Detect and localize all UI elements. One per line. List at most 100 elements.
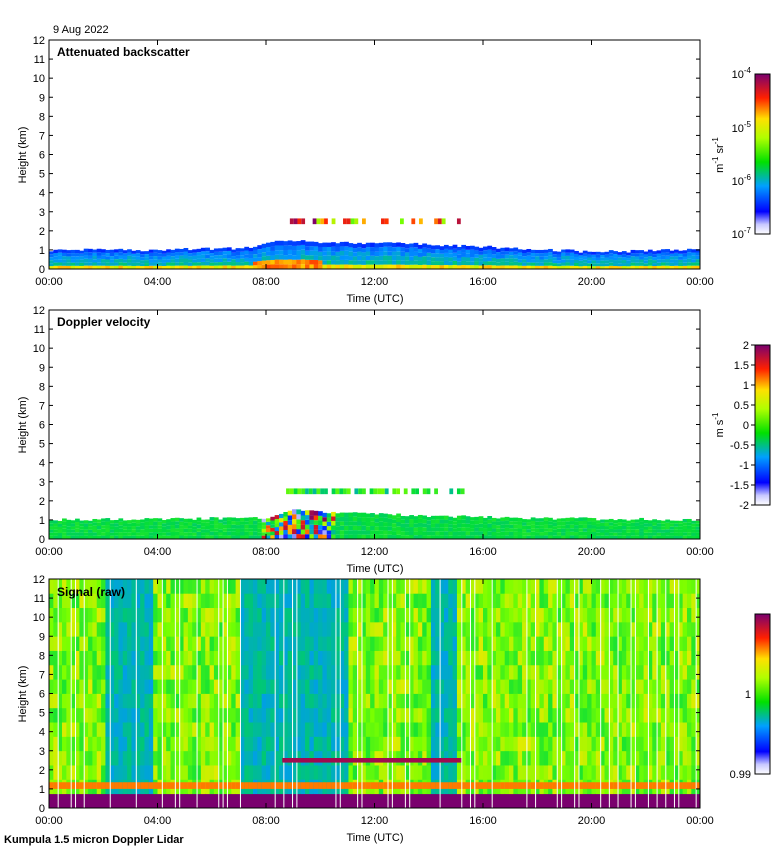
heatmap-cell [682, 265, 688, 269]
heatmap-cell [587, 254, 592, 258]
heatmap-cell [400, 251, 406, 256]
heatmap-cell [400, 765, 406, 780]
heatmap-cell [370, 679, 375, 694]
heatmap-cell [695, 621, 701, 637]
heatmap-cell [404, 707, 410, 723]
heatmap-cell [122, 265, 128, 269]
heatmap-cell [417, 252, 423, 257]
heatmap-cell [513, 524, 519, 529]
heatmap-cell [569, 517, 575, 522]
heatmap-cell [539, 253, 545, 257]
heatmap-cell [448, 520, 454, 525]
heatmap-cell [474, 793, 480, 809]
heatmap-cell [270, 264, 276, 269]
heatmap-cell [491, 524, 497, 529]
heatmap-cell [574, 650, 579, 666]
heatmap-cell [491, 664, 497, 680]
heatmap-cell [140, 765, 145, 780]
heatmap-cell [591, 260, 597, 264]
heatmap-cell [686, 707, 692, 723]
heatmap-cell [88, 252, 93, 256]
heatmap-cell [417, 534, 423, 539]
heatmap-cell [274, 707, 280, 723]
heatmap-cell [331, 793, 336, 809]
heatmap-cell [144, 593, 150, 609]
heatmap-cell [57, 621, 63, 637]
heatmap-cell [365, 679, 371, 694]
heatmap-cells [49, 488, 701, 539]
heatmap-cell [465, 707, 471, 723]
heatmap-cell [626, 750, 631, 766]
heatmap-cell [361, 693, 367, 709]
heatmap-cell [478, 247, 484, 252]
heatmap-cell [396, 526, 401, 531]
heatmap-cell [170, 636, 176, 651]
heatmap-cell [548, 750, 553, 766]
heatmap-cell [305, 255, 310, 260]
heatmap-cell [305, 693, 310, 709]
heatmap-cell [196, 736, 202, 752]
heatmap-cell [526, 707, 532, 723]
heatmap-cell [118, 707, 124, 723]
heatmap-cell [426, 520, 432, 525]
heatmap-cell [422, 531, 427, 536]
heatmap-cell [79, 736, 85, 752]
heatmap-cell [496, 782, 501, 789]
heatmap-cell [578, 252, 584, 256]
heatmap-cell [647, 736, 653, 752]
heatmap-cell [127, 520, 132, 524]
heatmap-cell [226, 247, 232, 251]
heatmap-cell [370, 736, 375, 752]
heatmap-cell [365, 765, 371, 780]
heatmap-cell [387, 255, 393, 261]
heatmap-cell [539, 693, 545, 709]
y-tick-label: 7 [39, 400, 45, 412]
heatmap-cell [127, 636, 132, 651]
heatmap-cell [66, 782, 72, 789]
heatmap-cell [365, 664, 371, 680]
heatmap-cell [535, 259, 540, 263]
heatmap-cell [608, 636, 614, 651]
heatmap-cell [465, 520, 471, 524]
heatmap-cell [548, 579, 553, 594]
heatmap-cell [452, 679, 458, 694]
heatmap-cell [652, 579, 657, 594]
heatmap-cell [361, 517, 367, 522]
heatmap-cell [331, 218, 336, 225]
heatmap-cell [83, 262, 89, 266]
heatmap-cell [296, 607, 302, 623]
y-tick-label: 1 [39, 245, 45, 257]
heatmap-cell [318, 650, 323, 666]
heatmap-cell [218, 535, 223, 539]
heatmap-cell [409, 593, 414, 609]
heatmap-cell [57, 535, 63, 539]
heatmap-cell [318, 664, 323, 680]
heatmap-cell [109, 262, 115, 266]
heatmap-cell [166, 519, 171, 523]
heatmap-cell [409, 650, 414, 666]
heatmap-cell [656, 250, 662, 254]
heatmap-cell [361, 707, 367, 723]
heatmap-cell [244, 707, 250, 723]
y-tick-label: 10 [33, 612, 45, 624]
heatmap-cell [170, 532, 176, 536]
heatmap-cell [678, 523, 684, 527]
heatmap-cell [122, 679, 128, 694]
heatmap-cell [235, 679, 241, 694]
heatmap-cell [274, 722, 280, 737]
heatmap-cell [105, 521, 111, 526]
heatmap-cell [70, 750, 76, 766]
heatmap-cell [691, 693, 697, 709]
heatmap-cell [673, 664, 679, 680]
heatmap-cell [174, 528, 180, 532]
heatmap-cell [292, 621, 297, 637]
heatmap-cell [157, 765, 163, 780]
heatmap-cell [422, 260, 427, 265]
heatmap-cell [456, 515, 462, 520]
heatmap-cell [509, 524, 514, 529]
heatmap-cell [678, 259, 684, 263]
heatmap-cell [422, 243, 427, 248]
heatmap-cell [296, 664, 302, 680]
heatmap-cell [270, 255, 276, 260]
heatmap-cell [430, 693, 436, 709]
